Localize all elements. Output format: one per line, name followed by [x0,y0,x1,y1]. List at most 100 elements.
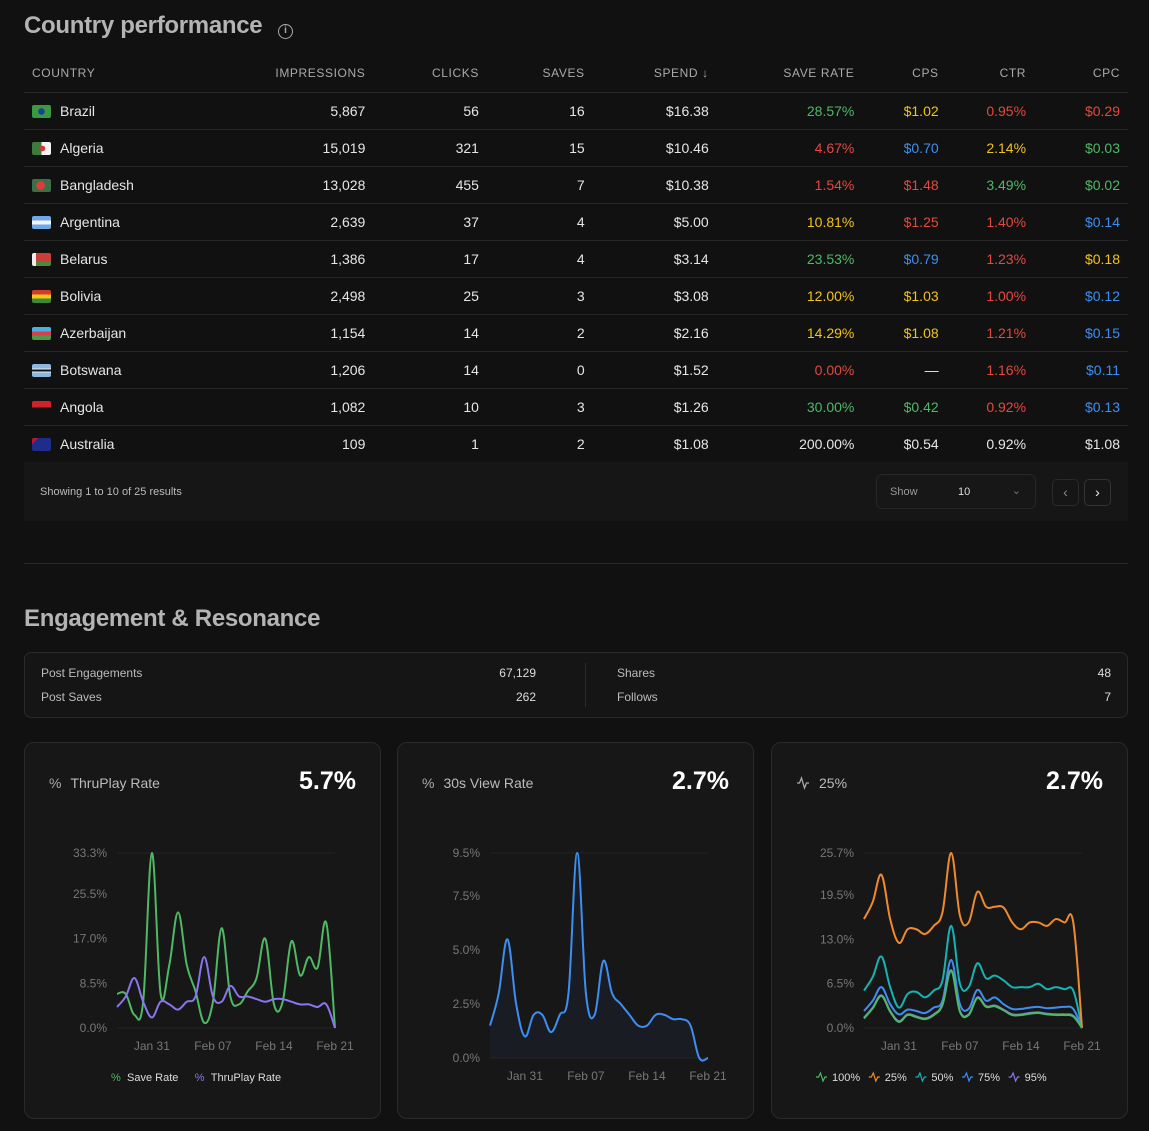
series-line-50- [863,924,1083,1029]
chart-title: % ThruPlay Rate [49,775,160,791]
table-cell: 0.95% [946,92,1035,130]
chart-title: % 30s View Rate [422,775,533,791]
stat-label: Shares [617,666,656,680]
activity-icon [796,775,810,791]
y-tick-label: 25.5% [73,887,107,901]
x-tick-label: Feb 21 [1063,1039,1101,1053]
flag-icon-ao [32,400,51,414]
table-row[interactable]: Belarus 1,386 17 4 $3.14 23.53% $0.79 1.23% $0.1… [24,240,1128,278]
table-cell: $0.18 [1034,240,1128,278]
stat-label: Post Engagements [41,666,143,680]
chart-svg: 0.0% 8.5% 17.0% 25.5% 33.3% Jan 31 Feb 07 Feb 1… [73,846,354,1084]
chart-svg: 0.0% 6.5% 13.0% 19.5% 25.7% Jan 31 Feb 07 Feb 1… [816,846,1101,1084]
y-tick-label: 8.5% [80,976,108,990]
flag-icon-bw [32,363,51,377]
prev-page-button[interactable]: ‹ [1052,479,1079,506]
table-row[interactable]: Angola 1,082 10 3 $1.26 30.00% $0.42 0.92% $0.13 [24,388,1128,426]
table-cell: $0.12 [1034,277,1128,315]
table-cell: $1.03 [862,277,947,315]
chart-title-text: ThruPlay Rate [70,775,160,791]
table-footer: Showing 1 to 10 of 25 results Show 10 ⌄ … [24,462,1128,521]
x-tick-label: Feb 07 [194,1039,232,1053]
country-name: Botswana [60,361,122,378]
page-size-select[interactable]: Show 10 ⌄ [876,474,1036,509]
country-cell: Angola [24,388,220,426]
country-performance-title: Country performance [24,12,263,39]
x-tick-label: Jan 31 [881,1039,917,1053]
legend-item[interactable]: 50% [931,1072,953,1084]
series-line-100- [863,969,1083,1029]
legend-item[interactable]: 75% [978,1072,1000,1084]
legend-item[interactable]: 95% [1025,1072,1047,1084]
table-cell: $1.08 [592,425,717,463]
table-cell: $0.14 [1034,203,1128,241]
legend-item[interactable]: 25% [885,1072,907,1084]
table-cell: 13,028 [219,166,374,204]
y-tick-label: 25.7% [820,846,854,860]
legend-swatch-icon [915,1071,927,1083]
table-cell: 23.53% [716,240,863,278]
table-cell: 12.00% [716,277,863,315]
table-cell: 10.81% [716,203,863,241]
legend-swatch-icon [868,1071,880,1083]
engagement-summary: Post Engagements 67,129 Post Saves 262 S… [24,652,1128,718]
table-cell: 10 [373,388,487,426]
x-tick-label: Feb 14 [255,1039,293,1053]
column-header[interactable]: SPEND ↓ [592,54,717,93]
page-size-value: 10 [958,486,971,498]
country-name: Azerbaijan [60,324,127,341]
table-cell: 2.14% [946,129,1035,167]
table-cell: $0.70 [862,129,947,167]
flag-icon-by [32,252,51,266]
table-cell: 37 [373,203,487,241]
table-cell: 1.54% [716,166,863,204]
table-cell: 1,206 [219,351,374,389]
y-tick-label: 7.5% [453,889,481,903]
country-table: COUNTRY IMPRESSIONS CLICKS SAVES SPEND ↓ SAVE… [24,54,1128,463]
chart-card: 25% 2.7% 0.0% 6.5% 13.0% 19.5% 25.7% Jan 31 Feb … [771,742,1128,1119]
country-cell: Botswana [24,351,220,389]
table-cell: 3.49% [946,166,1035,204]
table-row[interactable]: Argentina 2,639 37 4 $5.00 10.81% $1.25 1.40% $0… [24,203,1128,241]
country-name: Bangladesh [60,176,134,193]
stat-label: Follows [617,690,658,704]
x-tick-label: Feb 07 [941,1039,979,1053]
column-header: IMPRESSIONS [219,54,374,93]
table-cell: 2,498 [219,277,374,315]
table-row[interactable]: Azerbaijan 1,154 14 2 $2.16 14.29% $1.08 1.21% $… [24,314,1128,352]
table-row[interactable]: Brazil 5,867 56 16 $16.38 28.57% $1.02 0.95% $0.… [24,92,1128,130]
country-name: Bolivia [60,287,102,304]
table-row[interactable]: Algeria 15,019 321 15 $10.46 4.67% $0.70 2.14% $… [24,129,1128,167]
table-cell: 1.16% [946,351,1035,389]
info-icon[interactable]: i [278,24,293,39]
table-cell: 4 [486,203,593,241]
table-cell: $3.14 [592,240,717,278]
table-cell: — [862,351,947,389]
flag-icon-au [32,437,51,451]
next-page-button[interactable]: › [1084,479,1111,506]
chart-title-text: 30s View Rate [443,775,534,791]
legend-item[interactable]: 100% [832,1072,860,1084]
flag-icon-ar [32,215,51,229]
table-cell: $1.25 [862,203,947,241]
x-tick-label: Feb 21 [689,1069,727,1083]
series-line-30s-view-rate [489,851,709,1062]
y-tick-label: 13.0% [820,932,854,946]
country-cell: Bangladesh [24,166,220,204]
column-header: SAVE RATE [716,54,863,93]
table-cell: 1.23% [946,240,1035,278]
table-cell: 4.67% [716,129,863,167]
legend-item[interactable]: ThruPlay Rate [211,1072,281,1084]
legend-swatch-icon [1008,1071,1020,1083]
table-row[interactable]: Bolivia 2,498 25 3 $3.08 12.00% $1.03 1.00% $0.1… [24,277,1128,315]
legend-item[interactable]: Save Rate [127,1072,178,1084]
table-row[interactable]: Botswana 1,206 14 0 $1.52 0.00% —1.16% $0.11 [24,351,1128,389]
table-cell: 1.00% [946,277,1035,315]
flag-icon-bd [32,178,51,192]
table-row[interactable]: Australia 109 1 2 $1.08 200.00% $0.54 0.92% $1.0… [24,425,1128,463]
table-row[interactable]: Bangladesh 13,028 455 7 $10.38 1.54% $1.48 3.49… [24,166,1128,204]
table-cell: 0 [486,351,593,389]
table-cell: 1,082 [219,388,374,426]
chart-card: % ThruPlay Rate 5.7% 0.0% 8.5% 17.0% 25.5% 33.3… [24,742,381,1119]
table-cell: 200.00% [716,425,863,463]
